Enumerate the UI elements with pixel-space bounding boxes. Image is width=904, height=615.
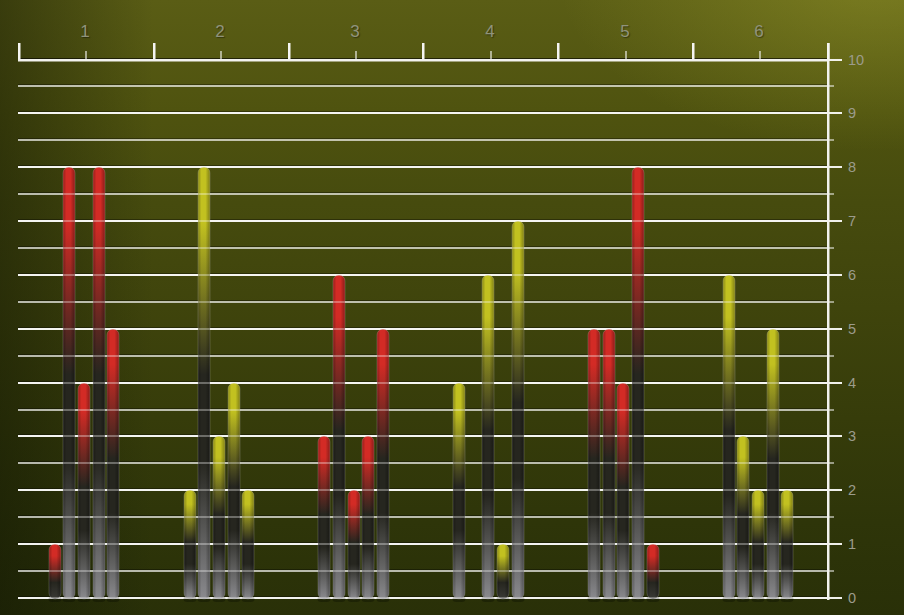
gridline-shadow — [18, 300, 827, 301]
y-axis-label: 10 — [848, 52, 864, 68]
y-axis-label: 5 — [848, 321, 856, 337]
gridline-overlay — [18, 166, 827, 168]
x-axis-minor-tick — [625, 51, 627, 59]
x-axis-label: 5 — [620, 22, 629, 42]
gridline-overlay — [18, 193, 827, 195]
gridline-overlay — [18, 85, 827, 87]
gridline-overlay — [18, 382, 827, 384]
gridline-shadow — [18, 273, 827, 274]
x-axis-minor-tick — [759, 51, 761, 59]
x-axis-line — [18, 59, 829, 62]
gridline-shadow — [18, 569, 827, 570]
y-axis-label: 0 — [848, 590, 856, 606]
gridline-overlay — [18, 301, 827, 303]
x-axis-minor-tick — [220, 51, 222, 59]
bar-chart: 1 2 3 4 5 6 0 1 2 3 4 5 6 7 8 9 10 — [0, 0, 904, 615]
y-axis-label: 8 — [848, 159, 856, 175]
gridline-overlay — [18, 597, 827, 599]
x-axis-minor-tick — [490, 51, 492, 59]
gridline-overlay — [18, 247, 827, 249]
gridline-overlay — [18, 220, 827, 222]
plot-area — [0, 0, 904, 615]
x-axis-major-tick — [18, 43, 21, 59]
gridline-shadow — [18, 138, 827, 139]
x-axis-label: 4 — [485, 22, 494, 42]
gridline-shadow — [18, 84, 827, 85]
gridline-shadow — [18, 381, 827, 382]
y-axis-label: 1 — [848, 536, 856, 552]
gridline-shadow — [18, 542, 827, 543]
x-axis-major-tick — [827, 43, 830, 59]
gridline-shadow — [18, 515, 827, 516]
gridline-overlay — [18, 274, 827, 276]
y-axis-label: 4 — [848, 375, 856, 391]
gridline-overlay — [18, 516, 827, 518]
gridline-overlay — [18, 139, 827, 141]
gridline-shadow — [18, 461, 827, 462]
gridline-overlay — [18, 489, 827, 491]
x-axis-label: 2 — [215, 22, 224, 42]
y-axis-line — [827, 43, 830, 600]
x-axis-minor-tick — [85, 51, 87, 59]
x-axis-major-tick — [692, 43, 695, 59]
gridline-shadow — [18, 246, 827, 247]
y-axis-label: 9 — [848, 105, 856, 121]
y-axis-label: 7 — [848, 213, 856, 229]
x-axis-minor-tick — [355, 51, 357, 59]
y-axis-label: 6 — [848, 267, 856, 283]
x-axis-label: 1 — [80, 22, 89, 42]
gridline-shadow — [18, 408, 827, 409]
gridline-overlay — [18, 543, 827, 545]
gridline-shadow — [18, 111, 827, 112]
gridline-overlay — [18, 409, 827, 411]
gridline-shadow — [18, 488, 827, 489]
gridline-shadow — [18, 192, 827, 193]
x-axis-label: 6 — [754, 22, 763, 42]
gridline-overlay — [18, 112, 827, 114]
gridline-shadow — [18, 327, 827, 328]
x-axis-major-tick — [422, 43, 425, 59]
x-axis-major-tick — [153, 43, 156, 59]
gridline-overlay — [18, 462, 827, 464]
gridline-shadow — [18, 434, 827, 435]
gridline-overlay — [18, 328, 827, 330]
gridline-overlay — [18, 435, 827, 437]
y-axis-label: 3 — [848, 428, 856, 444]
gridline-overlay — [18, 570, 827, 572]
x-axis-major-tick — [288, 43, 291, 59]
gridline-shadow — [18, 596, 827, 597]
gridline-shadow — [18, 354, 827, 355]
y-axis-label: 2 — [848, 482, 856, 498]
gridline-shadow — [18, 165, 827, 166]
x-axis-major-tick — [557, 43, 560, 59]
gridline-overlay — [18, 355, 827, 357]
x-axis-label: 3 — [350, 22, 359, 42]
gridline-shadow — [18, 219, 827, 220]
